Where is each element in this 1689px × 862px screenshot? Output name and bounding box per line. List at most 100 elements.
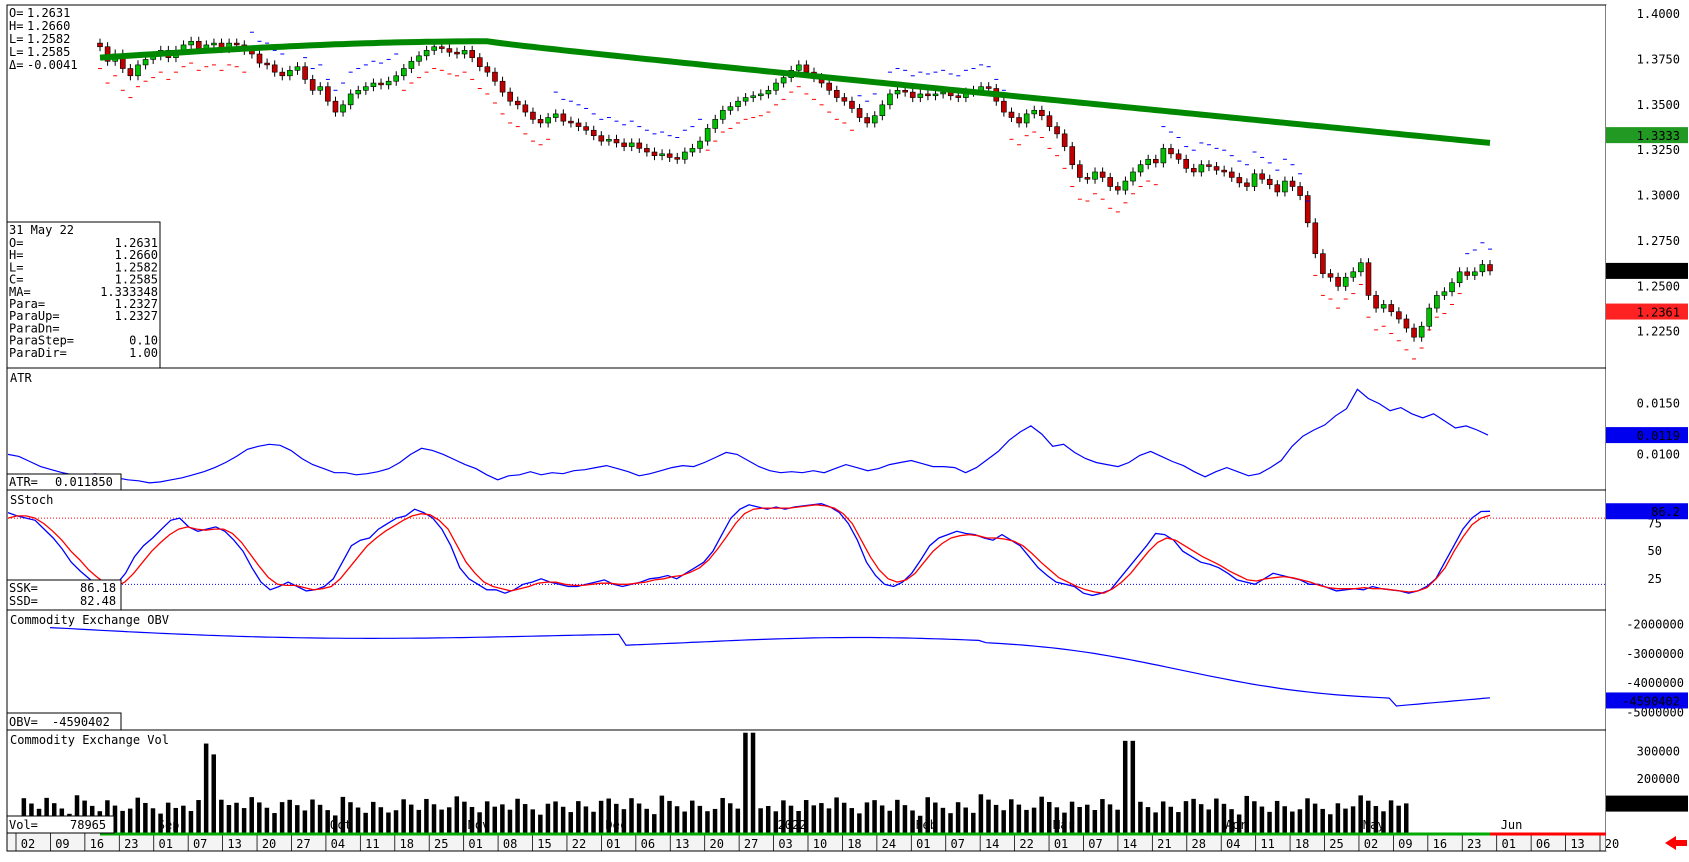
y-axis-labels: 1.4000 1.3750 1.3500 1.3250 1.3000 1.2750 1.25… — [1606, 7, 1688, 813]
volume-bar — [864, 802, 870, 833]
volume-bar — [173, 807, 179, 833]
volume-bar — [690, 800, 695, 833]
candle-body — [469, 50, 475, 58]
candle-body — [871, 115, 878, 124]
candle-body — [765, 90, 772, 95]
candle-body — [598, 135, 605, 142]
candle-body — [583, 126, 589, 131]
last-price-tag-bg — [1606, 262, 1688, 279]
candle-body — [195, 40, 202, 49]
x-day-41: 16 — [1433, 837, 1447, 851]
candle-body — [568, 120, 574, 124]
candle-body — [309, 79, 316, 91]
volume-bar — [1290, 811, 1295, 833]
x-day-30: 01 — [1054, 837, 1068, 851]
volume-bar — [424, 798, 429, 833]
volume-bar — [993, 804, 999, 833]
legend-row-3: L= — [9, 45, 23, 59]
x-day-8: 27 — [296, 837, 310, 851]
candle-body — [1175, 153, 1182, 160]
volume-bar — [1183, 801, 1189, 833]
volume-bar — [1366, 800, 1371, 833]
volume-bar — [712, 808, 718, 833]
candle-body — [1183, 158, 1189, 169]
volume-bar — [515, 798, 520, 833]
atr-ytick-1: 0.0100 — [1637, 447, 1680, 461]
volume-bar — [1191, 798, 1196, 833]
volume-bar — [978, 794, 984, 833]
x-day-16: 22 — [572, 837, 586, 851]
candle-body — [1479, 264, 1486, 273]
x-month-4: 2022 — [778, 818, 807, 832]
candle-body — [1342, 276, 1349, 287]
candle-body — [666, 153, 673, 158]
candle-body — [720, 109, 726, 120]
candle-body — [727, 106, 734, 111]
candle-body — [1388, 304, 1395, 313]
x-day-11: 18 — [400, 837, 414, 851]
candle-body — [1137, 164, 1144, 173]
candle-body — [628, 142, 635, 147]
red-left-arrow-icon[interactable] — [1665, 836, 1687, 850]
volume-bar — [1031, 807, 1037, 833]
volume-bar — [150, 808, 156, 833]
candle-body — [1434, 295, 1440, 309]
candle-body — [1001, 100, 1007, 113]
x-day-2: 16 — [90, 837, 104, 851]
x-day-39: 02 — [1364, 837, 1378, 851]
x-day-24: 18 — [847, 837, 861, 851]
vol-ytick-0: 300000 — [1637, 745, 1680, 759]
volume-bar — [819, 803, 824, 833]
volume-bar — [165, 802, 171, 833]
atr-tag-bg — [1606, 427, 1688, 444]
volume-bar — [257, 802, 262, 833]
x-day-13: 01 — [468, 837, 482, 851]
volume-bar — [887, 810, 892, 833]
legend-row-0: O= — [9, 6, 23, 20]
moving-average — [99, 38, 1491, 146]
volume-bar — [1077, 806, 1082, 833]
sstoch-ytick-0: 75 — [1648, 517, 1662, 531]
x-month-6: Mar — [1053, 818, 1075, 832]
volume-bar — [158, 813, 163, 833]
x-day-35: 04 — [1226, 837, 1240, 851]
atr-line — [7, 388, 1489, 484]
candle-body — [514, 100, 521, 106]
volume-bar — [340, 796, 346, 833]
candle-body — [1016, 117, 1022, 124]
vol-readout-value: 78965 — [70, 818, 106, 832]
candle-body — [1289, 180, 1296, 187]
candle-body — [1023, 113, 1030, 124]
x-day-17: 01 — [606, 837, 620, 851]
candle-body — [1418, 325, 1425, 338]
volume-bar — [363, 812, 368, 833]
volume-bar — [1084, 804, 1090, 833]
ma-tag: 1.3333 — [1637, 129, 1680, 143]
candle-body — [712, 119, 719, 129]
volume-bar — [1381, 811, 1386, 833]
data-box-value-0: 1.2631 — [115, 236, 158, 250]
candle-body — [233, 42, 240, 46]
atr-ytick-0: 0.0150 — [1637, 397, 1680, 411]
candle-body — [317, 86, 324, 91]
volume-bar — [241, 808, 247, 833]
price-ytick-4: 1.3000 — [1637, 189, 1680, 203]
data-box-value-4: 1.333348 — [100, 285, 158, 299]
volume-bar — [219, 799, 224, 833]
candle-body — [1115, 186, 1121, 191]
candle-body — [1304, 195, 1311, 224]
candle-body — [530, 111, 536, 120]
candle-body — [1327, 273, 1334, 278]
candle-body — [1236, 177, 1243, 184]
x-day-1: 09 — [55, 837, 69, 851]
volume-bar — [553, 801, 558, 833]
data-box-value-9: 1.00 — [129, 346, 158, 360]
sstoch-series — [7, 503, 1606, 597]
candle-body — [1441, 291, 1448, 296]
candle-body — [803, 64, 810, 73]
volume-bar — [439, 809, 444, 833]
atr-readout-value: 0.011850 — [55, 475, 113, 489]
volume-bar — [1297, 809, 1303, 833]
